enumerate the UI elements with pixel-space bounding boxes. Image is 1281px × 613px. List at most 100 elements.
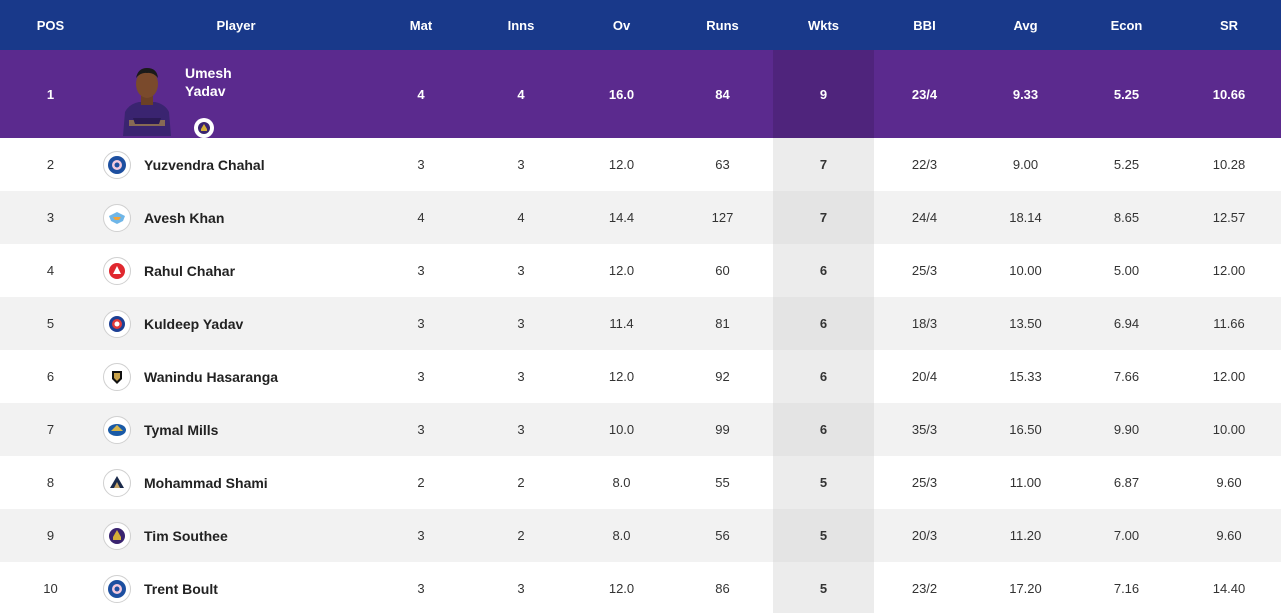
cell-econ: 6.94 [1113,316,1140,331]
col-header-mat[interactable]: Mat [409,17,433,33]
cell-econ: 5.25 [1113,86,1140,102]
player-name[interactable]: Kuldeep Yadav [144,315,244,332]
cell-inns: 3 [517,157,525,172]
leader-row[interactable]: 1 Umesh Yad [0,50,1281,138]
table-row[interactable]: 6 Wanindu Hasaranga 3 3 12.0 92 6 20/4 15.33 7.66… [0,350,1281,403]
cell-avg: 15.33 [1009,369,1042,384]
col-header-player[interactable]: Player [216,17,256,33]
player-name[interactable]: Tim Southee [144,527,228,544]
cell-inns: 3 [517,316,525,331]
cell-mat: 3 [417,157,425,172]
cell-pos: 4 [46,263,55,278]
leader-first-name[interactable]: Umesh [185,65,232,81]
cell-sr: 9.60 [1216,528,1242,543]
table-row[interactable]: 10 Trent Boult 3 3 12.0 86 5 23/2 17.20 7.16 14.40 [0,562,1281,613]
cell-sr: 9.60 [1216,475,1242,490]
cell-avg: 11.00 [1009,475,1042,490]
player-name[interactable]: Trent Boult [144,580,218,597]
kkr-logo-icon [194,118,214,138]
cell-ov: 8.0 [612,528,631,543]
pbks-logo-icon [103,256,131,285]
cell-player: Trent Boult [101,562,371,613]
cell-sr: 10.28 [1212,157,1246,172]
cell-sr: 12.00 [1212,369,1246,384]
cell-econ: 6.87 [1113,475,1140,490]
table-row[interactable]: 3 Avesh Khan 4 4 14.4 127 7 24/4 18.14 8.65 12.57 [0,191,1281,244]
cell-pos: 10 [43,581,58,596]
col-header-runs[interactable]: Runs [706,17,739,33]
player-name[interactable]: Wanindu Hasaranga [144,368,279,385]
col-header-inns[interactable]: Inns [507,17,535,33]
cell-player: Wanindu Hasaranga [101,350,371,403]
col-header-wkts[interactable]: Wkts [807,17,840,33]
cell-runs: 63 [715,157,730,172]
cell-mat: 4 [417,86,425,102]
cell-avg: 13.50 [1009,316,1042,331]
kkr-logo-icon [103,521,131,550]
cell-mat: 3 [417,528,425,543]
leader-last-name[interactable]: Yadav [185,83,226,99]
player-name[interactable]: Avesh Khan [144,209,225,226]
table-row[interactable]: 7 Tymal Mills 3 3 10.0 99 6 35/3 16.50 9.90 10.00 [0,403,1281,456]
table-row[interactable]: 5 Kuldeep Yadav 3 3 11.4 81 6 18/3 13.50 6.94 11.6… [0,297,1281,350]
cell-inns: 2 [517,475,525,490]
col-header-sr[interactable]: SR [1219,17,1239,33]
cell-wkts: 5 [773,509,874,562]
table-row[interactable]: 9 Tim Southee 3 2 8.0 56 5 20/3 11.20 7.00 9.60 [0,509,1281,562]
cell-avg: 9.00 [1012,157,1039,172]
cell-inns: 3 [517,581,525,596]
cell-pos: 1 [46,86,55,102]
col-header-avg[interactable]: Avg [1013,17,1038,33]
cell-mat: 3 [417,263,425,278]
cell-wkts: 6 [773,350,874,403]
cell-sr: 12.00 [1212,263,1246,278]
cell-ov: 10.0 [608,422,635,437]
cell-ov: 16.0 [608,86,635,102]
table-row[interactable]: 8 Mohammad Shami 2 2 8.0 55 5 25/3 11.00 6.87 9.60 [0,456,1281,509]
col-header-ov[interactable]: Ov [612,17,631,33]
cell-bbi: 25/3 [911,263,938,278]
cell-wkts: 7 [773,138,874,191]
cell-econ: 5.00 [1113,263,1140,278]
table-row[interactable]: 4 Rahul Chahar 3 3 12.0 60 6 25/3 10.00 5.00 12.00 [0,244,1281,297]
cell-ov: 11.4 [609,316,634,331]
cell-player: Tymal Mills [101,403,371,456]
cell-bbi: 18/3 [911,316,938,331]
col-header-econ[interactable]: Econ [1110,17,1143,33]
player-name[interactable]: Rahul Chahar [144,262,236,279]
player-name[interactable]: Mohammad Shami [144,474,268,491]
cell-sr: 10.66 [1212,86,1246,102]
player-name[interactable]: Yuzvendra Chahal [144,156,265,173]
cell-mat: 3 [417,581,425,596]
cell-mat: 3 [417,422,425,437]
cell-wkts: 5 [773,562,874,613]
col-header-pos[interactable]: POS [36,17,65,33]
cell-ov: 12.0 [608,581,635,596]
player-name[interactable]: Tymal Mills [144,421,219,438]
cell-ov: 8.0 [612,475,631,490]
cell-mat: 2 [417,475,425,490]
cell-avg: 11.20 [1009,528,1042,543]
cell-runs: 86 [715,581,730,596]
cell-bbi: 23/2 [911,581,938,596]
cell-player: Yuzvendra Chahal [101,138,371,191]
cell-wkts: 7 [773,191,874,244]
rr-logo-icon [103,574,131,603]
cell-ov: 12.0 [608,157,635,172]
table-row[interactable]: 2 Yuzvendra Chahal 3 3 12.0 63 7 22/3 9.00 5.25 10… [0,138,1281,191]
cell-avg: 9.33 [1012,86,1039,102]
cell-sr: 12.57 [1212,210,1246,225]
cell-mat: 3 [417,369,425,384]
mi-logo-icon [103,415,131,444]
cell-ov: 12.0 [608,263,635,278]
table-header: POS Player Mat Inns Ov Runs Wkts BBI Avg… [0,0,1281,50]
cell-wkts: 6 [773,244,874,297]
cell-sr: 10.00 [1212,422,1246,437]
cell-ov: 14.4 [608,210,635,225]
cell-econ: 7.16 [1113,581,1140,596]
cell-inns: 2 [517,528,525,543]
cell-sr: 11.66 [1213,316,1245,331]
cell-player: Tim Southee [101,509,371,562]
cell-pos: 7 [46,422,55,437]
col-header-bbi[interactable]: BBI [913,17,936,33]
